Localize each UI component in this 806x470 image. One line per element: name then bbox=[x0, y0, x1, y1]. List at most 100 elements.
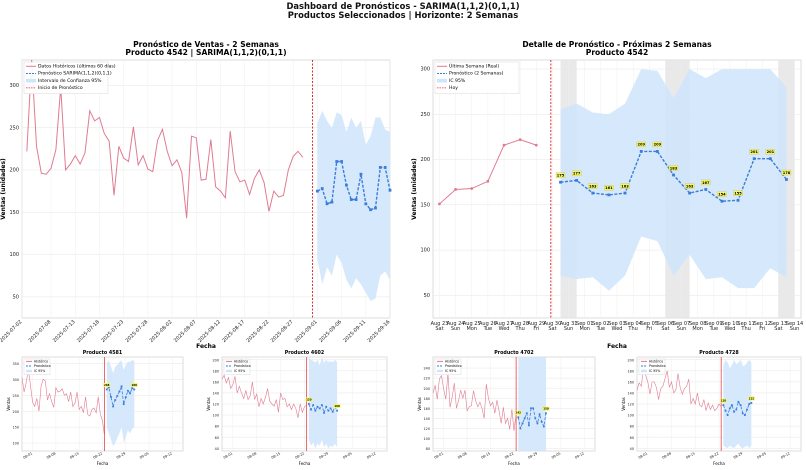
value-label: 175 bbox=[557, 174, 565, 178]
forecast-point bbox=[325, 405, 328, 408]
value-label: 108 bbox=[334, 404, 340, 408]
y-tick-label: 140 bbox=[213, 392, 219, 396]
forecast-point bbox=[335, 160, 339, 163]
forecast-point bbox=[374, 206, 377, 210]
value-label: 155 bbox=[734, 192, 742, 196]
value-label: 120 bbox=[306, 397, 312, 401]
y-tick-label: 180 bbox=[424, 397, 430, 401]
forecast-point bbox=[129, 392, 131, 395]
forecast-point bbox=[340, 160, 343, 163]
confidence-band bbox=[723, 359, 752, 449]
confidence-band bbox=[308, 357, 338, 449]
forecast-point bbox=[122, 403, 125, 406]
legend-label: Histórico bbox=[649, 360, 663, 364]
y-tick-label: 160 bbox=[213, 380, 219, 384]
value-label: 161 bbox=[605, 186, 613, 190]
x-tick-weekday: Wed bbox=[499, 326, 510, 332]
x-tick-label: 09-05 bbox=[139, 451, 150, 459]
chart-title: Detalle de Pronóstico - Próximas 2 Seman… bbox=[522, 40, 712, 49]
forecast-point bbox=[688, 191, 692, 195]
forecast-point bbox=[523, 417, 526, 420]
y-tick-label: 350 bbox=[13, 362, 19, 366]
forecast-point bbox=[133, 388, 136, 391]
legend-swatch-ci bbox=[437, 78, 447, 83]
x-tick-weekday: Fri bbox=[533, 326, 539, 332]
forecast-point bbox=[534, 417, 537, 420]
forecast-point bbox=[737, 400, 740, 403]
legend-label: Datos Históricos (últimos 60 días) bbox=[38, 63, 116, 70]
x-tick-date: Aug 30 bbox=[544, 321, 562, 327]
value-label: 167 bbox=[702, 181, 710, 185]
value-label: 183 bbox=[670, 166, 678, 170]
value-label: 201 bbox=[750, 150, 758, 154]
x-tick-label: 09-12 bbox=[366, 451, 377, 459]
forecast-point bbox=[315, 189, 319, 193]
value-label-bg bbox=[542, 406, 550, 411]
x-tick-label: 09-12 bbox=[162, 451, 173, 459]
y-tick-label: 160 bbox=[628, 380, 634, 384]
forecast-series bbox=[317, 160, 391, 211]
forecast-point bbox=[748, 403, 751, 405]
y-tick-label: 300 bbox=[13, 378, 19, 382]
forecast-point bbox=[724, 409, 727, 412]
forecast-point bbox=[118, 390, 121, 393]
y-tick-label: 50 bbox=[13, 294, 19, 300]
forecast-point bbox=[542, 425, 545, 428]
legend-label: Histórico bbox=[445, 360, 459, 364]
y-tick-label: 200 bbox=[13, 410, 19, 414]
value-label: 268 bbox=[132, 383, 138, 387]
legend-label: Histórico bbox=[234, 360, 248, 364]
value-label: 163 bbox=[621, 184, 629, 188]
history-series bbox=[26, 59, 304, 219]
x-tick-label: 08-08 bbox=[457, 451, 468, 459]
dashboard-subtitle: Productos Seleccionados | Horizonte: 2 S… bbox=[287, 10, 519, 20]
chart-subtitle: Producto 4542 bbox=[586, 48, 649, 57]
legend-swatch-ci bbox=[641, 369, 647, 373]
value-label-bg bbox=[684, 183, 695, 189]
value-label: 142 bbox=[516, 411, 522, 415]
y-tick-label: 180 bbox=[628, 369, 634, 373]
y-tick-label: 100 bbox=[420, 248, 430, 254]
x-tick-date: Aug 27 bbox=[495, 321, 513, 327]
x-tick-label: 08-15 bbox=[685, 451, 696, 459]
history-point bbox=[518, 138, 522, 142]
forecast-point bbox=[538, 413, 541, 416]
y-tick-label: 300 bbox=[9, 83, 19, 89]
forecast-point bbox=[575, 179, 579, 182]
y-tick-label: 100 bbox=[9, 252, 19, 258]
forecast-point bbox=[329, 407, 332, 410]
forecast-point bbox=[127, 389, 129, 392]
value-label: 268 bbox=[104, 383, 110, 387]
forecast-point bbox=[743, 414, 746, 416]
y-tick-label: 40 bbox=[630, 447, 634, 451]
legend-label: IC 95% bbox=[445, 369, 456, 373]
x-tick-weekday: Sun bbox=[564, 326, 574, 332]
x-tick-weekday: Mon bbox=[579, 326, 590, 332]
x-tick-weekday: Thu bbox=[514, 326, 524, 332]
x-tick-label: 09-05 bbox=[551, 451, 562, 459]
forecast-point bbox=[330, 200, 334, 204]
x-tick-date: Sep 09 bbox=[705, 321, 722, 327]
y-tick-label: 150 bbox=[420, 202, 430, 208]
y-tick-label: 200 bbox=[424, 387, 430, 391]
forecast-point bbox=[528, 424, 530, 427]
value-label: 201 bbox=[767, 150, 775, 154]
forecast-point bbox=[388, 188, 392, 192]
forecast-point bbox=[110, 395, 112, 398]
x-tick-date: Aug 31 bbox=[560, 321, 578, 327]
x-tick-date: Aug 26 bbox=[479, 321, 497, 327]
legend-label: Pronóstico (2 Semanas) bbox=[449, 70, 504, 77]
y-tick-label: 200 bbox=[420, 157, 430, 163]
forecast-point bbox=[517, 416, 520, 419]
forecast-point bbox=[307, 403, 310, 405]
forecast-point bbox=[345, 183, 348, 187]
forecast-point bbox=[768, 157, 772, 161]
value-label-bg bbox=[717, 191, 727, 197]
forecast-point bbox=[316, 405, 319, 408]
y-tick-label: 120 bbox=[213, 403, 219, 407]
